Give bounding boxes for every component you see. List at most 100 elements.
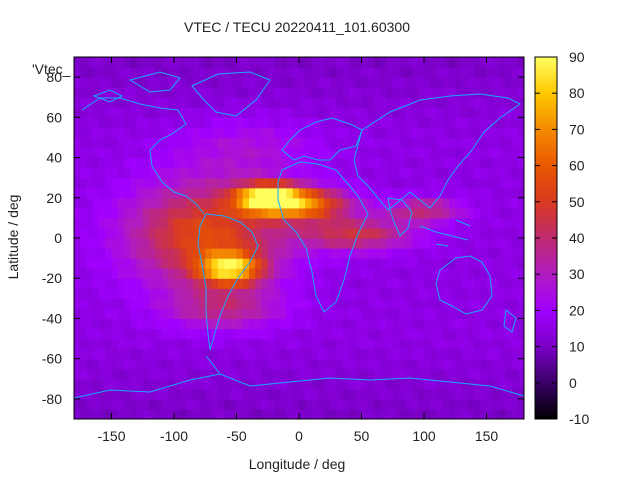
- heatmap-cell: [424, 137, 431, 149]
- heatmap-cell: [449, 107, 456, 118]
- heatmap-cell: [305, 77, 313, 88]
- heatmap-cell: [167, 298, 175, 309]
- heatmap-cell: [174, 97, 181, 108]
- heatmap-cell: [161, 388, 169, 400]
- heatmap-cell: [299, 238, 306, 249]
- heatmap-cell: [161, 67, 169, 78]
- heatmap-cell: [517, 77, 524, 88]
- heatmap-cell: [267, 87, 275, 98]
- heatmap-cell: [99, 227, 106, 239]
- heatmap-cell: [192, 338, 200, 350]
- heatmap-cell: [292, 177, 300, 189]
- heatmap-cell: [205, 177, 213, 189]
- heatmap-cell: [336, 187, 344, 199]
- heatmap-cell: [111, 248, 119, 259]
- coast-south-america: [197, 213, 259, 351]
- heatmap-cell: [517, 107, 524, 118]
- heatmap-cell: [261, 77, 269, 88]
- heatmap-cell: [217, 117, 225, 128]
- heatmap-cell: [424, 77, 431, 88]
- heatmap-cell: [105, 157, 113, 169]
- heatmap-cell: [467, 227, 475, 239]
- heatmap-cell: [499, 227, 506, 239]
- heatmap-cell: [361, 338, 369, 350]
- heatmap-cell: [230, 207, 238, 219]
- heatmap-cell: [305, 117, 313, 128]
- heatmap-cell: [517, 177, 524, 189]
- heatmap-cell: [186, 258, 194, 269]
- heatmap-cell: [442, 157, 450, 169]
- heatmap-cell: [455, 157, 463, 169]
- heatmap-cell: [492, 217, 500, 229]
- heatmap-cell: [167, 97, 175, 108]
- heatmap-cell: [511, 207, 519, 219]
- heatmap-cell: [430, 278, 438, 289]
- heatmap-cell: [261, 197, 269, 209]
- heatmap-cell: [324, 177, 331, 189]
- heatmap-cell: [192, 398, 200, 410]
- heatmap-cell: [461, 238, 469, 249]
- heatmap-cell: [430, 57, 438, 68]
- heatmap-cell: [105, 368, 113, 380]
- heatmap-cell: [286, 348, 294, 360]
- heatmap-cell: [361, 97, 369, 108]
- heatmap-cell: [499, 388, 506, 400]
- heatmap-cell: [305, 348, 313, 360]
- heatmap-cell: [224, 97, 231, 108]
- heatmap-cell: [111, 127, 119, 139]
- heatmap-cell: [342, 258, 350, 269]
- heatmap-cell: [305, 167, 313, 179]
- heatmap-cell: [286, 368, 294, 380]
- heatmap-cell: [430, 338, 438, 350]
- heatmap-cell: [149, 368, 156, 380]
- heatmap-cell: [236, 87, 244, 98]
- heatmap-cell: [261, 97, 269, 108]
- heatmap-cell: [361, 288, 369, 299]
- heatmap-cell: [92, 197, 100, 209]
- heatmap-cell: [92, 378, 100, 390]
- heatmap-cell: [474, 87, 481, 98]
- heatmap-cell: [192, 177, 200, 189]
- heatmap-cell: [305, 87, 313, 98]
- heatmap-cell: [261, 217, 269, 229]
- heatmap-cell: [105, 147, 113, 159]
- heatmap-cell: [474, 408, 481, 419]
- heatmap-cell: [111, 77, 119, 88]
- heatmap-cell: [292, 137, 300, 149]
- heatmap-cell: [442, 328, 450, 340]
- heatmap-cell: [361, 107, 369, 118]
- heatmap-cell: [255, 368, 263, 380]
- heatmap-cell: [480, 388, 488, 400]
- heatmap-cell: [324, 268, 331, 279]
- heatmap-cell: [105, 227, 113, 239]
- heatmap-cell: [474, 187, 481, 199]
- heatmap-cell: [505, 398, 513, 410]
- heatmap-cell: [130, 167, 138, 179]
- heatmap-cell: [205, 408, 213, 419]
- heatmap-cell: [492, 328, 500, 340]
- heatmap-cell: [86, 278, 94, 289]
- heatmap-cell: [374, 408, 381, 419]
- heatmap-cell: [317, 298, 325, 309]
- heatmap-cell: [217, 57, 225, 68]
- heatmap-cell: [417, 408, 425, 419]
- heatmap-cell: [436, 137, 444, 149]
- heatmap-cell: [480, 378, 488, 390]
- heatmap-cell: [224, 57, 231, 68]
- heatmap-cell: [336, 167, 344, 179]
- heatmap-cell: [392, 177, 400, 189]
- heatmap-cell: [236, 157, 244, 169]
- heatmap-cell: [486, 268, 494, 279]
- heatmap-cell: [349, 258, 356, 269]
- heatmap-cell: [436, 388, 444, 400]
- heatmap-cell: [280, 207, 288, 219]
- heatmap-cell: [155, 268, 163, 279]
- heatmap-cell: [486, 348, 494, 360]
- heatmap-cell: [455, 298, 463, 309]
- heatmap-cell: [461, 318, 469, 330]
- heatmap-cell: [517, 378, 524, 390]
- heatmap-cell: [492, 298, 500, 309]
- heatmap-cell: [111, 217, 119, 229]
- heatmap-cell: [255, 197, 263, 209]
- heatmap-cell: [511, 177, 519, 189]
